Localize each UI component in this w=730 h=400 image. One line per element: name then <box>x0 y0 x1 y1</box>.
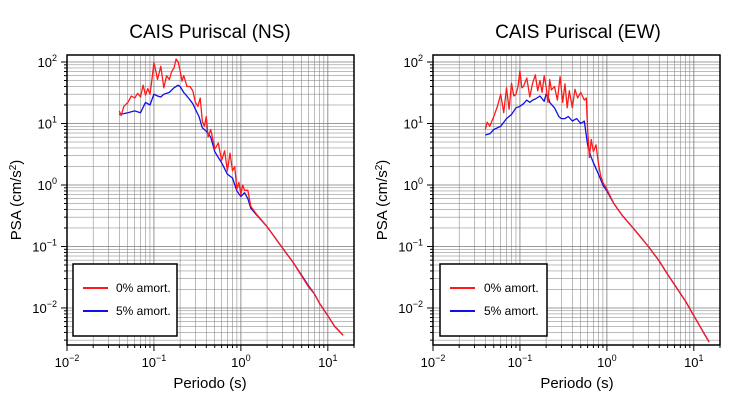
x-tick-label: 101 <box>684 353 703 370</box>
y-axis-label: PSA (cm/s2) <box>374 160 392 241</box>
y-tick-label: 100 <box>38 176 57 193</box>
x-tick-label: 100 <box>597 353 616 370</box>
series-line-red <box>484 70 710 343</box>
y-tick-label: 101 <box>38 114 57 131</box>
plot-lines <box>118 58 344 336</box>
legend-box <box>439 263 548 337</box>
plot-frame <box>432 54 721 346</box>
chart-ew: CAIS Puriscal (EW) 10−2 10−1 100 10110−210−… <box>374 22 721 392</box>
y-tick-label: 10−2 <box>398 299 423 316</box>
tick-labels: 10−2 10−1 100 101 10−2 10−1 100 101 102 <box>398 53 703 370</box>
x-tick-label: 10−1 <box>142 353 167 370</box>
chart-title: CAIS Puriscal (NS) <box>129 22 291 43</box>
x-axis-label: Periodo (s) <box>540 375 613 392</box>
y-tick-label: 10−2 <box>32 299 57 316</box>
x-axis-label: Periodo (s) <box>173 375 246 392</box>
legend-box <box>72 263 178 337</box>
y-axis-label: PSA (cm/s2) <box>8 160 26 241</box>
tick-labels: 10−2 10−1 100 101 10−2 10−1 100 101 102 <box>32 53 337 370</box>
legend-label-1: 5% amort. <box>484 304 539 318</box>
chart-ns: CAIS Puriscal (NS) 10−2 10−1 100 10110−210−… <box>8 22 355 392</box>
series-line-red <box>118 58 344 336</box>
y-tick-label: 10−1 <box>398 237 423 254</box>
plot-lines <box>484 70 710 343</box>
chart-title: CAIS Puriscal (EW) <box>495 22 661 43</box>
x-tick-label: 10−2 <box>55 353 80 370</box>
y-tick-label: 100 <box>404 176 423 193</box>
x-tick-label: 100 <box>231 353 250 370</box>
legend-label-0: 0% amort. <box>484 281 539 295</box>
grid <box>427 55 721 351</box>
y-tick-label: 101 <box>404 114 423 131</box>
y-tick-label: 10−1 <box>32 237 57 254</box>
legend-label-1: 5% amort. <box>116 304 171 318</box>
x-tick-label: 10−2 <box>421 353 446 370</box>
legend: 0% amort. 5% amort. <box>72 263 178 337</box>
y-tick-label: 102 <box>38 53 57 70</box>
y-tick-label: 102 <box>404 53 423 70</box>
legend-label-0: 0% amort. <box>116 281 171 295</box>
x-tick-label: 101 <box>318 353 337 370</box>
legend: 0% amort. 5% amort. <box>439 263 548 337</box>
x-tick-label: 10−1 <box>508 353 533 370</box>
plot-frame <box>66 54 355 346</box>
